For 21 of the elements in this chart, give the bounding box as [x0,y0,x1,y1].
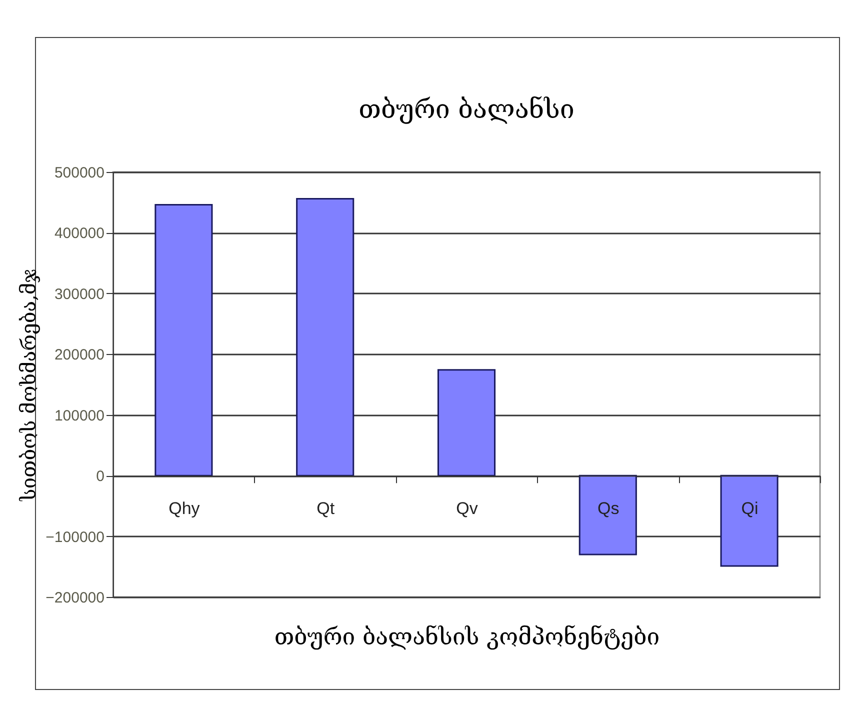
bar [296,198,354,476]
x-tick-label: Qhy [168,499,200,518]
y-tick-label: −200000 [46,590,104,606]
bar [437,369,496,476]
bar [154,204,213,476]
x-axis-title: თბური ბალანსის კომპონენტები [274,624,660,650]
x-tick-label: Qi [741,499,758,518]
x-tick-label: Qv [456,499,478,518]
y-tick-label: 300000 [54,286,104,303]
bar [578,474,637,556]
y-tick-label: 400000 [54,225,104,242]
y-axis-title: სითბოს მოხმარება,მჯ [16,268,41,502]
x-tick-label: Qs [598,499,620,518]
y-tick-label: 100000 [54,407,104,424]
y-tick-label: 200000 [54,346,104,364]
y-tick-label: 500000 [54,164,104,182]
y-tick-label: −100000 [46,528,104,546]
bar [720,474,778,567]
chart-title: თბური ბალანსი [358,95,574,125]
y-tick-label: 0 [96,468,104,486]
x-tick-label: Qt [316,499,335,518]
